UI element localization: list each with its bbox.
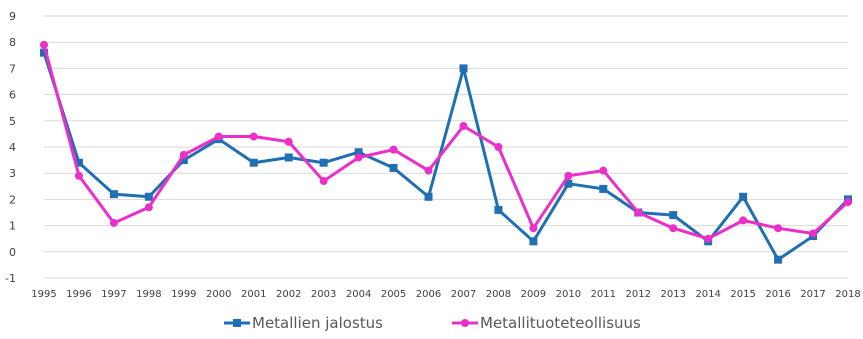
data-point <box>40 48 48 57</box>
data-point <box>109 190 118 199</box>
data-point <box>249 132 258 141</box>
data-point <box>774 255 783 264</box>
data-point <box>599 166 608 175</box>
data-point <box>40 40 48 49</box>
data-point <box>424 192 433 201</box>
legend-marker <box>233 319 241 327</box>
data-point <box>669 211 678 220</box>
legend-item: Metallien jalostus <box>224 314 383 332</box>
x-tick-label: 2012 <box>626 289 651 300</box>
x-tick-label: 2001 <box>241 289 266 300</box>
data-point <box>844 198 852 207</box>
x-tick-label: 2003 <box>311 289 336 300</box>
x-tick-label: 1995 <box>31 289 56 300</box>
x-tick-label: 2010 <box>556 289 581 300</box>
x-tick-label: 2008 <box>486 289 511 300</box>
data-point <box>564 179 573 188</box>
data-point <box>179 150 188 159</box>
x-tick-label: 2007 <box>451 289 476 300</box>
series-2 <box>40 40 852 243</box>
data-point <box>109 218 118 227</box>
data-point <box>529 224 538 233</box>
legend-item: Metallituoteteollisuus <box>452 314 641 332</box>
data-point <box>249 158 258 167</box>
data-point <box>529 237 538 246</box>
data-point <box>599 184 608 193</box>
data-point <box>704 234 713 243</box>
data-point <box>389 163 398 172</box>
data-point <box>424 166 433 175</box>
data-point <box>634 208 643 217</box>
data-point <box>74 171 83 180</box>
legend-marker <box>461 319 469 327</box>
data-point <box>214 132 223 141</box>
y-axis-ticks: -1 0 1 2 3 4 5 6 7 8 9 <box>5 10 16 285</box>
data-point <box>739 216 748 225</box>
y-tick-label: 2 <box>9 193 16 206</box>
x-tick-label: 1997 <box>101 289 126 300</box>
data-point <box>144 192 153 201</box>
series-layer <box>40 40 852 264</box>
x-tick-label: 2009 <box>521 289 546 300</box>
data-point <box>354 153 363 162</box>
x-tick-label: 2018 <box>835 289 860 300</box>
x-tick-label: 1998 <box>136 289 161 300</box>
data-point <box>74 158 83 167</box>
x-axis-ticks: 1995 1996 1997 1998 1999 2000 2001 2002 2003 2004… <box>31 289 860 300</box>
legend: Metallien jalostus Metallituoteteollisuus <box>224 314 641 332</box>
x-tick-label: 2005 <box>381 289 406 300</box>
x-tick-label: 2017 <box>800 289 825 300</box>
x-tick-label: 2002 <box>276 289 301 300</box>
x-tick-label: 2015 <box>730 289 755 300</box>
x-tick-label: 2004 <box>346 289 371 300</box>
data-point <box>494 143 503 151</box>
data-point <box>739 192 748 201</box>
y-tick-label: 0 <box>9 246 16 259</box>
series-1 <box>40 48 852 264</box>
series-line <box>42 44 850 241</box>
y-tick-label: 8 <box>9 36 16 49</box>
x-tick-label: 1999 <box>171 289 196 300</box>
data-point <box>669 224 678 233</box>
legend-label: Metallituoteteollisuus <box>480 314 641 332</box>
x-tick-label: 2011 <box>591 289 616 300</box>
y-tick-label: 7 <box>9 62 16 75</box>
y-tick-label: 6 <box>9 89 16 102</box>
data-point <box>389 145 398 154</box>
data-point <box>179 156 188 165</box>
data-point <box>319 158 328 167</box>
x-tick-label: 2013 <box>660 289 685 300</box>
y-tick-label: 9 <box>9 10 16 23</box>
y-tick-label: 5 <box>9 115 16 128</box>
x-tick-label: 1996 <box>66 289 91 300</box>
data-point <box>809 229 818 238</box>
data-point <box>284 153 293 162</box>
y-tick-label: 3 <box>9 167 16 180</box>
legend-label: Metallien jalostus <box>252 314 383 332</box>
x-tick-label: 2006 <box>416 289 441 300</box>
data-point <box>494 205 503 214</box>
data-point <box>354 148 363 157</box>
y-tick-label: 1 <box>9 220 16 233</box>
data-point <box>284 137 293 146</box>
data-point <box>564 171 573 180</box>
data-point <box>459 64 468 73</box>
y-tick-label: 4 <box>9 141 16 154</box>
data-point <box>144 203 153 212</box>
x-tick-label: 2014 <box>695 289 720 300</box>
x-tick-label: 2000 <box>206 289 231 300</box>
data-point <box>319 177 328 186</box>
data-point <box>774 224 783 233</box>
x-tick-label: 2016 <box>765 289 790 300</box>
data-point <box>459 122 468 131</box>
y-tick-label: -1 <box>5 272 16 285</box>
